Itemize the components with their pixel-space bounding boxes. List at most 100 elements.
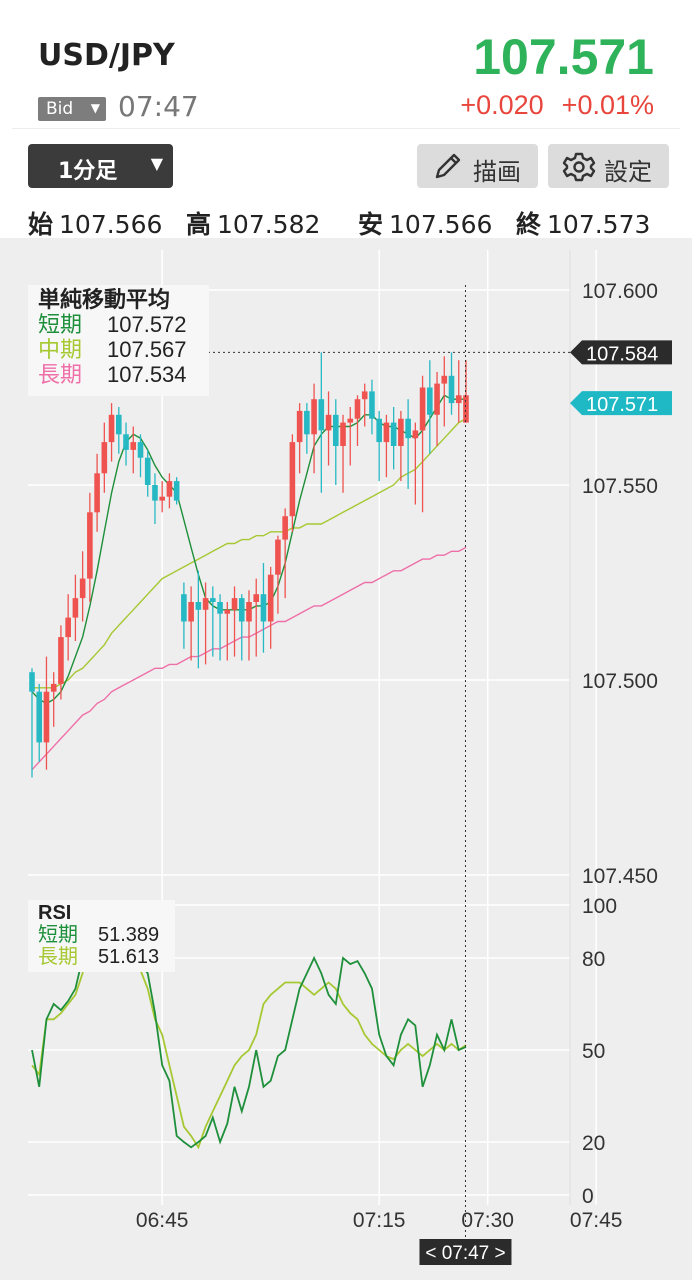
candle-body xyxy=(412,430,419,439)
candle-body xyxy=(79,578,86,599)
timeframe-label: 1分足 xyxy=(58,159,118,184)
candle-body xyxy=(36,691,43,743)
change-percent: +0.01% xyxy=(561,90,654,120)
candle-body xyxy=(289,442,296,517)
candle-body xyxy=(188,602,194,622)
candle-body xyxy=(231,598,238,610)
change-value: +0.020 xyxy=(460,90,544,120)
candle-body xyxy=(325,414,332,431)
candle-body xyxy=(202,598,209,610)
ohlc-label: 始 xyxy=(28,210,54,239)
rsi-axis-tick: 20 xyxy=(582,1132,605,1155)
crosshair-time-text: < 07:47 > xyxy=(425,1243,505,1264)
candle-body xyxy=(173,481,180,501)
ohlc-value: 107.566 xyxy=(59,210,163,239)
candle-body xyxy=(448,375,455,404)
ohlc-low: 安 107.566 xyxy=(358,205,492,241)
candle-body xyxy=(29,672,35,692)
candle-body xyxy=(58,637,64,684)
sma-legend-title: 単純移動平均 xyxy=(38,287,171,312)
candle-body xyxy=(282,516,288,540)
price-axis-tick: 107.450 xyxy=(582,865,658,888)
current-price-tag xyxy=(570,391,672,416)
ohlc-close: 終 107.573 xyxy=(516,205,650,241)
crosshair-price-tag xyxy=(570,340,672,365)
candle-body xyxy=(332,414,339,446)
candle-body xyxy=(159,496,165,501)
candle-body xyxy=(463,395,469,423)
settings-label: 設定 xyxy=(604,158,652,186)
draw-button[interactable]: 描画 xyxy=(417,144,538,188)
candle-body xyxy=(405,418,411,439)
candle-body xyxy=(181,594,187,622)
rsi-long-value: 51.613 xyxy=(98,946,160,968)
time-axis-tick: 06:45 xyxy=(136,1209,189,1232)
draw-label: 描画 xyxy=(473,158,521,186)
candle-body xyxy=(275,539,281,575)
sma-long-label: 長期 xyxy=(38,362,83,387)
crosshair-time-tag xyxy=(419,1239,512,1265)
price-axis-tick: 107.500 xyxy=(582,670,658,693)
candle-body xyxy=(72,598,79,618)
candle-body xyxy=(152,485,158,501)
candle-body xyxy=(144,457,151,485)
rsi-legend-title: RSI xyxy=(38,902,72,924)
candle-body xyxy=(398,418,404,446)
ohlc-label: 高 xyxy=(186,210,212,239)
sma-long-value: 107.534 xyxy=(107,362,187,387)
candle-body xyxy=(361,391,368,400)
price-axis-tick: 107.550 xyxy=(582,475,658,498)
candle-body xyxy=(267,574,274,622)
candle-body xyxy=(87,512,93,579)
candle-body xyxy=(130,442,137,450)
ohlc-high: 高 107.582 xyxy=(186,205,320,241)
candle-body xyxy=(217,602,223,614)
price-type-label: Bid xyxy=(46,99,74,119)
chart-area[interactable] xyxy=(0,238,692,1280)
candle-body xyxy=(369,391,375,419)
candle-body xyxy=(108,414,115,443)
rsi-axis-tick: 80 xyxy=(582,948,605,971)
price-change: +0.020 +0.01% xyxy=(460,90,654,121)
candle-body xyxy=(137,442,144,458)
rsi-axis-tick: 0 xyxy=(582,1185,594,1208)
rsi-legend: RSI 短期 51.389 長期 51.613 xyxy=(28,900,175,972)
candle-body xyxy=(210,598,216,602)
candle-body xyxy=(101,442,108,474)
candle-body xyxy=(304,410,310,435)
sma-mid-value: 107.567 xyxy=(107,337,187,362)
time-axis-tick: 07:30 xyxy=(461,1209,514,1232)
pencil-icon xyxy=(435,153,461,179)
candle-body xyxy=(115,414,122,435)
candle-body xyxy=(354,399,361,419)
candle-body xyxy=(383,422,390,443)
ohlc-value: 107.582 xyxy=(217,210,321,239)
current-price: 107.571 xyxy=(473,29,654,85)
candle-body xyxy=(123,434,129,450)
settings-button[interactable]: 設定 xyxy=(548,144,669,188)
candle-body xyxy=(311,399,317,435)
ohlc-open: 始 107.566 xyxy=(28,205,162,241)
rsi-long-label: 長期 xyxy=(38,946,78,968)
rsi-short-value: 51.389 xyxy=(98,924,160,946)
candle-body xyxy=(43,691,50,743)
candle-body xyxy=(253,594,260,602)
current-price-text: 107.571 xyxy=(586,394,658,416)
candle-body xyxy=(347,418,354,423)
candle-body xyxy=(441,375,448,384)
ohlc-value: 107.566 xyxy=(389,210,493,239)
sma-short-value: 107.572 xyxy=(107,312,187,337)
candle-body xyxy=(340,422,346,446)
price-axis-tick: 107.600 xyxy=(582,280,658,303)
symbol-label: USD/JPY xyxy=(38,38,175,73)
candle-body xyxy=(166,481,173,497)
ohlc-label: 終 xyxy=(516,210,542,239)
time-axis-tick: 07:45 xyxy=(570,1209,623,1232)
candle-body xyxy=(376,418,382,443)
price-type-dropdown[interactable]: Bid ▼ xyxy=(38,97,106,121)
candle-body xyxy=(224,609,231,614)
candle-body xyxy=(419,387,426,431)
rsi-short-label: 短期 xyxy=(38,924,78,946)
timeframe-dropdown[interactable]: 1分足 ▼ xyxy=(28,144,173,188)
